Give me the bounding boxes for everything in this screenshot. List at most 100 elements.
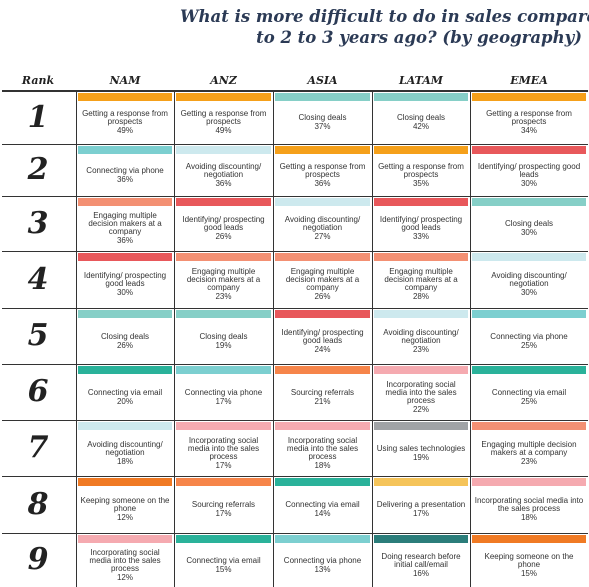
table-cell: Delivering a presentation 17% <box>372 476 470 533</box>
column-header-emea: EMEA <box>510 74 548 87</box>
cell-text: Using sales technologies 19% <box>375 432 467 474</box>
cell-percentage: 19% <box>215 340 232 350</box>
cell-text: Engaging multiple decision makers at a c… <box>375 263 467 306</box>
cell-percentage: 27% <box>314 232 331 241</box>
category-color-bar <box>78 366 172 374</box>
category-color-bar <box>176 253 271 261</box>
cell-percentage: 25% <box>520 340 537 350</box>
cell-text: Incorporating social media into the sale… <box>473 488 585 531</box>
cell-label: Identifying/ prospecting good leads <box>477 161 581 179</box>
category-color-bar <box>275 198 370 206</box>
cell-label: Getting a response from prospects <box>279 161 366 179</box>
cell-label: Delivering a presentation <box>376 500 466 509</box>
chart-title: What is more difficult to do in sales co… <box>180 6 589 48</box>
cell-percentage: 15% <box>520 568 537 578</box>
cell-label: Connecting via email <box>491 387 567 397</box>
cell-label: Incorporating social media into the sale… <box>89 547 161 573</box>
cell-text: Getting a response from prospects 36% <box>276 156 369 194</box>
cell-label: Keeping someone on the phone <box>80 496 170 513</box>
cell-label: Closing deals <box>199 331 248 341</box>
cell-label: Identifying/ prospecting good leads <box>379 215 463 232</box>
table-cell: Incorporating social media into the sale… <box>372 364 470 420</box>
column-divider <box>470 91 471 587</box>
table-cell: Getting a response from prospects 49% <box>174 91 273 144</box>
cell-label: Incorporating social media into the sale… <box>286 435 359 461</box>
category-color-bar <box>176 93 271 101</box>
cell-percentage: 49% <box>116 126 133 135</box>
cell-text: Incorporating social media into the sale… <box>375 376 467 418</box>
column-divider <box>273 91 274 587</box>
rank-number: 8 <box>27 487 49 522</box>
table-cell: Sourcing referrals 21% <box>273 364 372 420</box>
category-color-bar <box>275 310 370 318</box>
row-divider <box>2 308 588 309</box>
cell-label: Incorporating social media into the sale… <box>385 379 457 405</box>
cell-text: Avoiding discounting/ negotiation 23% <box>375 320 467 362</box>
cell-percentage: 33% <box>412 232 429 241</box>
cell-label: Engaging multiple decision makers at a c… <box>481 439 577 457</box>
rank-number: 4 <box>27 262 49 297</box>
category-color-bar <box>374 146 468 154</box>
cell-percentage: 18% <box>520 513 537 522</box>
table-cell: Sourcing referrals 17% <box>174 476 273 533</box>
category-color-bar <box>275 535 370 543</box>
cell-percentage: 28% <box>412 292 429 301</box>
table-cell: Connecting via email 15% <box>174 533 273 587</box>
row-divider <box>2 364 588 365</box>
cell-percentage: 26% <box>215 232 232 241</box>
cell-label: Getting a response from prospects <box>82 109 168 126</box>
rank-number: 6 <box>27 374 49 409</box>
table-cell: Avoiding discounting/ negotiation 18% <box>76 420 174 476</box>
cell-percentage: 16% <box>412 568 429 578</box>
cell-text: Identifying/ prospecting good leads 24% <box>276 320 369 362</box>
table-cell: Identifying/ prospecting good leads 30% <box>76 251 174 308</box>
rank-number: 2 <box>27 152 49 187</box>
column-header-asia: ASIA <box>307 74 338 87</box>
category-color-bar <box>78 146 172 154</box>
table-cell: Getting a response from prospects 49% <box>76 91 174 144</box>
cell-label: Closing deals <box>396 113 446 122</box>
cell-label: Connecting via phone <box>490 331 568 341</box>
category-color-bar <box>275 93 370 101</box>
table-cell: Connecting via email 20% <box>76 364 174 420</box>
rank-number: 7 <box>27 430 49 465</box>
category-color-bar <box>374 310 468 318</box>
category-color-bar <box>78 422 172 430</box>
table-cell: Connecting via phone 25% <box>470 308 588 364</box>
cell-label: Connecting via email <box>186 555 261 565</box>
table-cell: Connecting via phone 17% <box>174 364 273 420</box>
cell-text: Closing deals 37% <box>276 103 369 142</box>
cell-percentage: 30% <box>116 288 133 297</box>
table-cell: Engaging multiple decision makers at a c… <box>372 251 470 308</box>
category-color-bar <box>78 535 172 543</box>
cell-label: Identifying/ prospecting good leads <box>83 271 167 288</box>
rank-number: 9 <box>27 542 49 577</box>
cell-text: Connecting via email 14% <box>276 488 369 531</box>
cell-percentage: 42% <box>412 122 429 131</box>
cell-text: Engaging multiple decision makers at a c… <box>177 263 270 306</box>
cell-label: Avoiding discounting/ negotiation <box>491 271 567 288</box>
cell-text: Incorporating social media into the sale… <box>177 432 270 474</box>
category-color-bar <box>275 422 370 430</box>
table-cell: Engaging multiple decision makers at a c… <box>76 196 174 251</box>
category-color-bar <box>472 478 586 486</box>
table-cell: Engaging multiple decision makers at a c… <box>273 251 372 308</box>
category-color-bar <box>275 366 370 374</box>
row-divider <box>2 476 588 477</box>
cell-label: Incorporating social media into the sale… <box>187 435 260 461</box>
table-cell: Connecting via phone 36% <box>76 144 174 196</box>
row-divider <box>2 144 588 145</box>
cell-text: Getting a response from prospects 34% <box>473 103 585 142</box>
table-cell: Closing deals 26% <box>76 308 174 364</box>
table-cell: Identifying/ prospecting good leads 26% <box>174 196 273 251</box>
table-cell: Connecting via email 14% <box>273 476 372 533</box>
row-divider <box>2 196 588 197</box>
table-cell: Connecting via phone 13% <box>273 533 372 587</box>
cell-text: Connecting via phone 36% <box>79 156 171 194</box>
category-color-bar <box>78 198 172 206</box>
column-divider <box>174 91 175 587</box>
cell-label: Identifying/ prospecting good leads <box>182 215 265 232</box>
category-color-bar <box>374 366 468 374</box>
cell-label: Sourcing referrals <box>290 387 355 397</box>
category-color-bar <box>78 478 172 486</box>
